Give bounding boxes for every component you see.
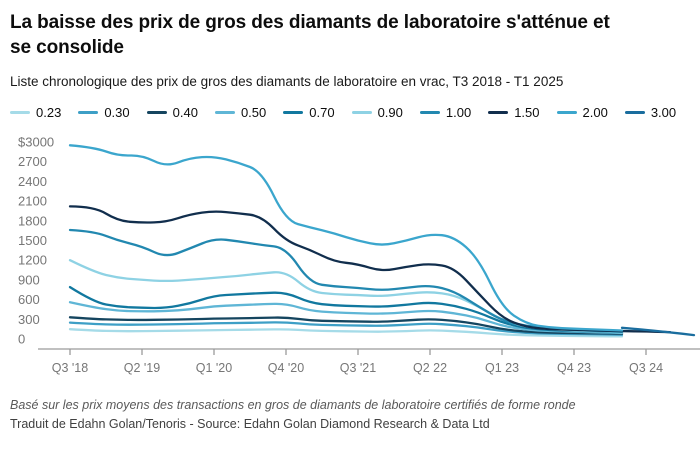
legend-swatch-0.70 <box>283 111 304 114</box>
line-chart: $3000 2700 2400 2100 1800 1500 1200 900 600 300 0 Q… <box>18 135 700 375</box>
legend-swatch-0.23 <box>10 111 30 114</box>
legend-item-0.30: 0.30 <box>78 105 130 120</box>
x-axis-label: Q4 23 <box>557 361 591 375</box>
y-axis-label: 600 <box>18 292 40 307</box>
series-line-1.50 <box>68 205 672 334</box>
legend-label: 0.40 <box>172 105 198 120</box>
legend-label: 2.00 <box>582 105 608 120</box>
legend-label: 0.30 <box>104 105 130 120</box>
legend-label: 0.23 <box>36 105 62 120</box>
legend-item-2.00: 2.00 <box>556 105 608 120</box>
legend-swatch-1.50 <box>488 111 509 114</box>
series-line-0.40 <box>68 316 624 335</box>
legend-swatch-2.00 <box>556 111 577 114</box>
legend-label: 3.00 <box>650 105 677 120</box>
legend-label: 1.00 <box>445 105 472 120</box>
chart-subtitle: Liste chronologique des prix de gros des… <box>10 74 564 89</box>
legend-label: 0.90 <box>377 105 403 120</box>
chart-footnotes: Basé sur les prix moyens des transaction… <box>0 396 700 434</box>
x-axis-label: Q2 '19 <box>124 361 160 375</box>
y-axis-label: 2700 <box>18 154 47 169</box>
y-axis-label: 1200 <box>18 253 47 268</box>
legend-item-0.40: 0.40 <box>146 105 198 120</box>
series-line-0.23 <box>68 328 624 338</box>
legend-label: 1.50 <box>514 105 540 120</box>
series-line-0.30 <box>68 321 624 336</box>
legend-swatch-3.00 <box>624 111 645 114</box>
y-axis-label: $3000 <box>18 135 54 150</box>
legend-swatch-0.50 <box>214 111 235 114</box>
legend-item-3.00: 3.00 <box>624 105 677 120</box>
y-axis-label: 2400 <box>18 174 47 189</box>
y-axis-label: 1500 <box>18 233 47 248</box>
x-axis-label: Q1 23 <box>485 361 519 375</box>
legend-swatch-1.00 <box>419 111 440 114</box>
y-axis-label: 2100 <box>18 194 47 209</box>
y-axis-label: 900 <box>18 272 40 287</box>
y-axis-label: 0 <box>18 332 25 347</box>
y-axis-label: 300 <box>18 312 40 327</box>
x-axis-label: Q3 '21 <box>340 361 376 375</box>
legend-item-1.50: 1.50 <box>488 105 540 120</box>
footnote-basis: Basé sur les prix moyens des transaction… <box>10 398 576 412</box>
chart-legend: 0.23 0.30 0.40 0.50 0.70 0.90 1.00 1.50 2.00 3.00 <box>10 105 690 120</box>
x-axis-label: Q3 '18 <box>52 361 88 375</box>
legend-swatch-0.40 <box>146 111 167 114</box>
y-axis-label: 1800 <box>18 213 47 228</box>
x-axis-label: Q4 '20 <box>268 361 304 375</box>
series-line-3.00 <box>620 326 696 337</box>
legend-item-0.50: 0.50 <box>214 105 267 120</box>
legend-item-1.00: 1.00 <box>419 105 472 120</box>
legend-item-0.70: 0.70 <box>283 105 335 120</box>
footnote-source: Traduit de Edahn Golan/Tenoris - Source:… <box>10 417 490 431</box>
legend-swatch-0.30 <box>78 111 99 114</box>
x-axis-label: Q1 '20 <box>196 361 232 375</box>
series-line-0.50 <box>68 301 624 335</box>
legend-swatch-0.90 <box>351 111 372 114</box>
page-root: La baisse des prix de gros des diamants … <box>10 12 700 375</box>
series-line-0.70 <box>68 285 624 334</box>
legend-label: 0.70 <box>309 105 335 120</box>
series-line-2.00 <box>68 144 624 332</box>
legend-label: 0.50 <box>240 105 267 120</box>
x-axis-label: Q3 24 <box>629 361 663 375</box>
x-axis-label: Q2 22 <box>413 361 447 375</box>
legend-item-0.23: 0.23 <box>10 105 61 120</box>
legend-item-0.90: 0.90 <box>351 105 403 120</box>
chart-title: La baisse des prix de gros des diamants … <box>10 12 610 58</box>
